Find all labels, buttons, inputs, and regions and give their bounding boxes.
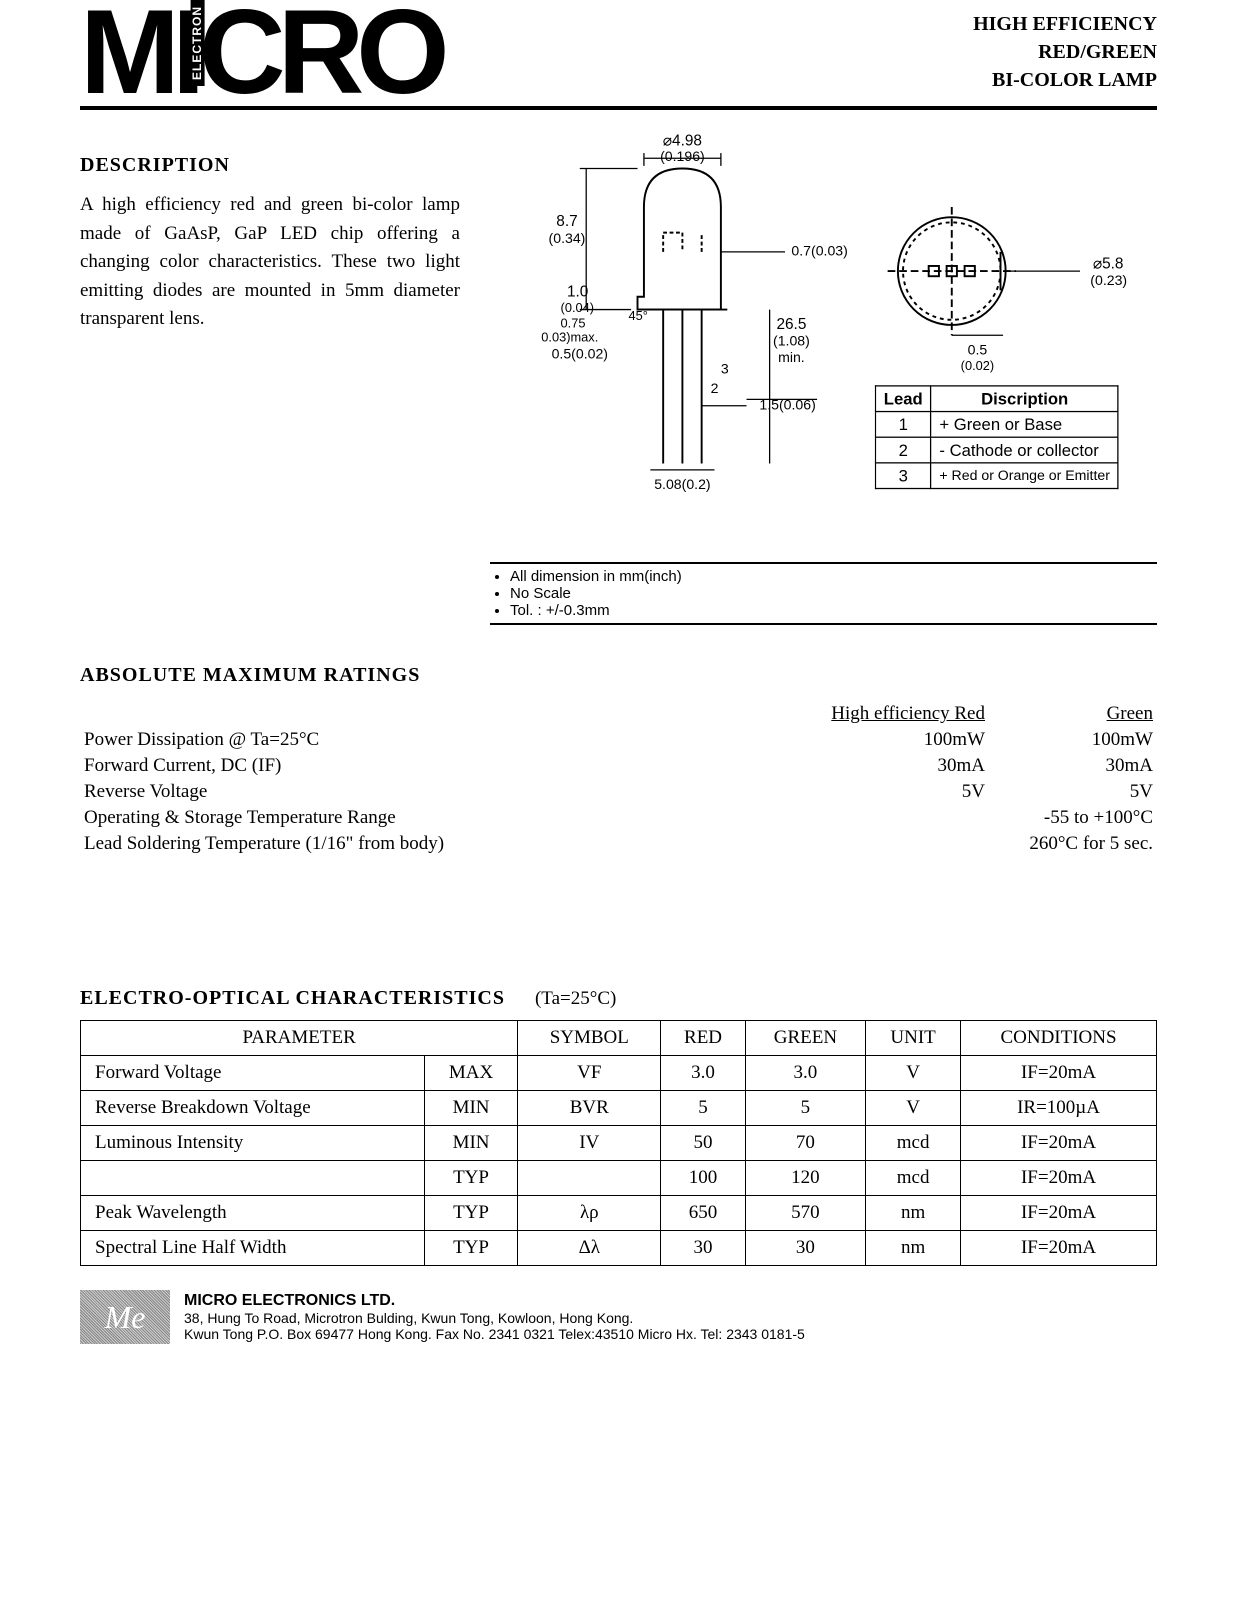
logo-letter: M (80, 4, 172, 100)
rating-val: 5V (761, 779, 989, 805)
eo-th: PARAMETER (81, 1021, 518, 1056)
eo-th: UNIT (866, 1021, 961, 1056)
logo: M I ELECTRON C R O (80, 0, 442, 100)
eo-th: CONDITIONS (961, 1021, 1157, 1056)
svg-text:0.75: 0.75 (561, 316, 586, 331)
footer-logo: Me (80, 1290, 170, 1344)
rating-val: 100mW (761, 727, 989, 753)
logo-letter: O (356, 4, 441, 100)
diagram-note: Tol. : +/-0.3mm (510, 602, 1157, 619)
led-drawing-svg: ⌀4.98 (0.196) 8.7 (0.34) 1.0 (0.04) 0.75… (490, 130, 1157, 553)
lead-th: Discription (931, 386, 1118, 412)
dimension-diagram: ⌀4.98 (0.196) 8.7 (0.34) 1.0 (0.04) 0.75… (490, 130, 1157, 640)
eo-th: RED (661, 1021, 745, 1056)
logo-letter: C (199, 4, 278, 100)
ratings-col-red: High efficiency Red (761, 701, 989, 727)
svg-text:(1.08): (1.08) (773, 332, 810, 348)
title-line: HIGH EFFICIENCY (973, 10, 1157, 38)
svg-text:0.7(0.03): 0.7(0.03) (791, 243, 847, 259)
description-text: A high efficiency red and green bi-color… (80, 191, 460, 334)
product-title: HIGH EFFICIENCY RED/GREEN BI-COLOR LAMP (973, 10, 1157, 100)
rating-val: 30mA (989, 753, 1157, 779)
svg-text:(0.34): (0.34) (549, 230, 586, 246)
description-heading: DESCRIPTION (80, 154, 460, 177)
svg-text:0.5(0.02): 0.5(0.02) (552, 345, 608, 361)
rating-label: Reverse Voltage (80, 779, 761, 805)
svg-text:(0.02): (0.02) (961, 358, 994, 373)
ratings-table: High efficiency Red Green Power Dissipat… (80, 701, 1157, 857)
svg-text:min.: min. (778, 349, 805, 365)
ratings-heading: ABSOLUTE MAXIMUM RATINGS (80, 664, 1157, 687)
logo-letter: R (278, 4, 357, 100)
rating-val: 5V (989, 779, 1157, 805)
diagram-note: No Scale (510, 585, 1157, 602)
rating-val: 30mA (761, 753, 989, 779)
title-line: RED/GREEN (973, 38, 1157, 66)
rating-val: 100mW (989, 727, 1157, 753)
footer-company: MICRO ELECTRONICS LTD. (184, 1292, 805, 1310)
svg-text:2: 2 (711, 380, 719, 396)
lead-table: Lead Discription 1+ Green or Base 2- Cat… (875, 385, 1119, 489)
svg-text:(0.196): (0.196) (660, 148, 705, 164)
electro-optical-table: PARAMETER SYMBOL RED GREEN UNIT CONDITIO… (80, 1020, 1157, 1266)
title-line: BI-COLOR LAMP (973, 66, 1157, 94)
rating-label: Lead Soldering Temperature (1/16" from b… (80, 831, 761, 857)
diagram-notes: All dimension in mm(inch) No Scale Tol. … (490, 562, 1157, 625)
footer-address: Kwun Tong P.O. Box 69477 Hong Kong. Fax … (184, 1326, 805, 1342)
svg-text:26.5: 26.5 (776, 316, 806, 333)
svg-text:45°: 45° (629, 308, 648, 323)
svg-text:0.03)max.: 0.03)max. (541, 330, 598, 345)
lead-th: Lead (875, 386, 931, 412)
rating-val: -55 to +100°C (761, 805, 1157, 831)
rating-label: Forward Current, DC (IF) (80, 753, 761, 779)
svg-text:1.0: 1.0 (567, 284, 588, 301)
svg-text:3: 3 (721, 361, 729, 377)
svg-text:5.08(0.2): 5.08(0.2) (654, 476, 710, 492)
ratings-col-green: Green (989, 701, 1157, 727)
eo-th: SYMBOL (518, 1021, 661, 1056)
logo-vertical-text: ELECTRON (191, 0, 205, 86)
svg-text:(0.04): (0.04) (561, 300, 594, 315)
eo-heading: ELECTRO-OPTICAL CHARACTERISTICS (80, 987, 505, 1010)
footer: Me MICRO ELECTRONICS LTD. 38, Hung To Ro… (80, 1290, 1157, 1344)
svg-text:⌀5.8: ⌀5.8 (1093, 256, 1124, 273)
svg-text:(0.23): (0.23) (1090, 272, 1127, 288)
diagram-note: All dimension in mm(inch) (510, 568, 1157, 585)
rating-label: Power Dissipation @ Ta=25°C (80, 727, 761, 753)
eo-th: GREEN (745, 1021, 866, 1056)
footer-address: 38, Hung To Road, Microtron Bulding, Kwu… (184, 1310, 805, 1326)
page-header: M I ELECTRON C R O HIGH EFFICIENCY RED/G… (80, 0, 1157, 110)
svg-text:0.5: 0.5 (968, 341, 988, 357)
rating-label: Operating & Storage Temperature Range (80, 805, 761, 831)
svg-text:8.7: 8.7 (556, 213, 577, 230)
rating-val: 260°C for 5 sec. (761, 831, 1157, 857)
eo-condition: (Ta=25°C) (535, 988, 616, 1010)
